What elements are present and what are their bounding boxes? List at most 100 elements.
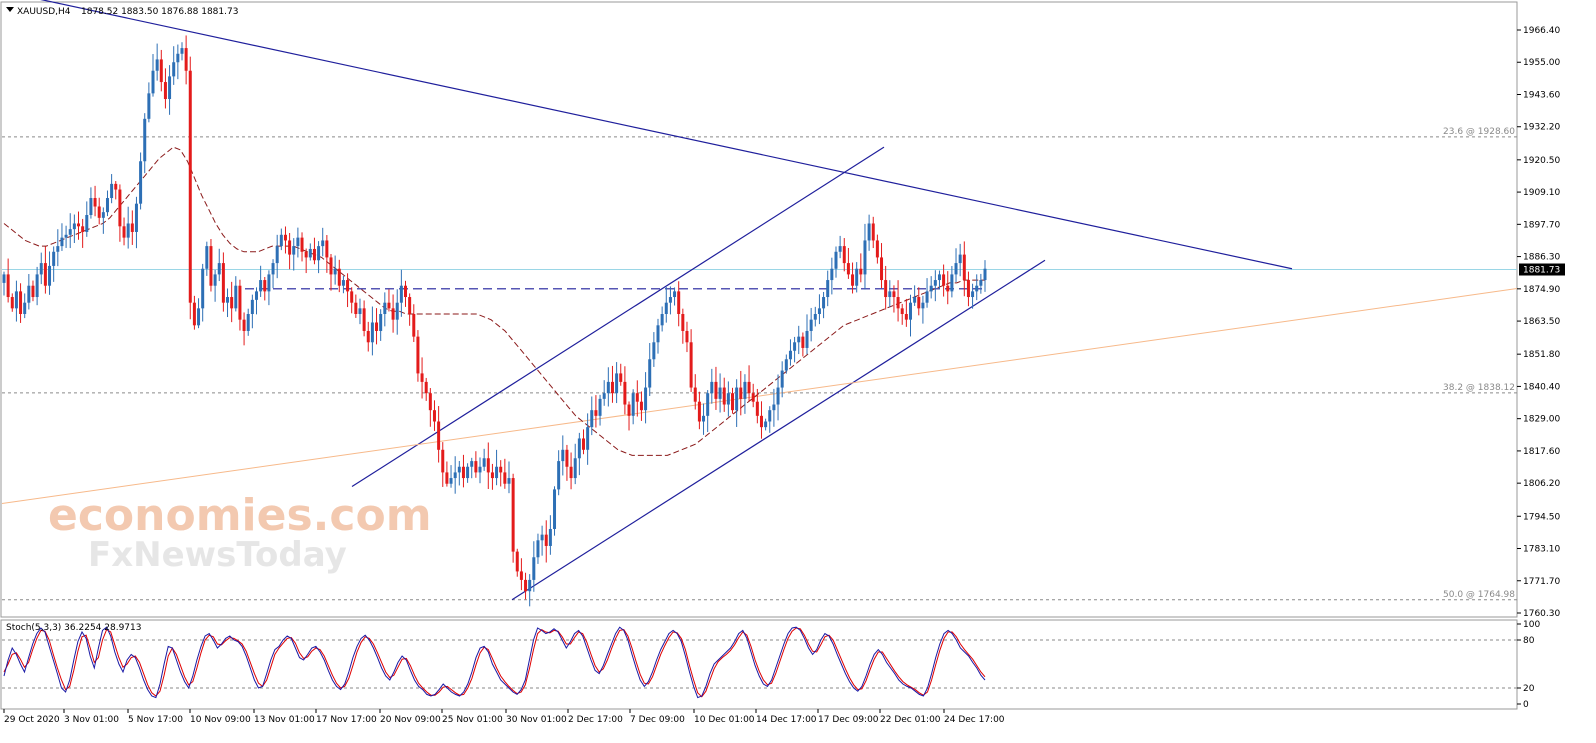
candle[interactable] <box>329 253 333 291</box>
candle[interactable] <box>913 285 917 306</box>
candle[interactable] <box>950 265 954 298</box>
candle[interactable] <box>391 294 395 333</box>
candle[interactable] <box>10 293 14 312</box>
candle[interactable] <box>685 321 689 353</box>
candle[interactable] <box>163 68 167 109</box>
candle[interactable] <box>209 239 213 292</box>
candle[interactable] <box>72 214 76 244</box>
candle[interactable] <box>478 457 482 484</box>
candle[interactable] <box>561 435 565 476</box>
candle[interactable] <box>689 329 693 392</box>
candle[interactable] <box>788 339 792 366</box>
candle[interactable] <box>983 260 987 292</box>
candle[interactable] <box>14 280 18 322</box>
candle[interactable] <box>39 252 43 285</box>
candle[interactable] <box>126 206 130 249</box>
candle[interactable] <box>242 312 246 346</box>
candle[interactable] <box>735 379 739 427</box>
candle[interactable] <box>346 273 350 308</box>
candle[interactable] <box>52 246 56 282</box>
candle[interactable] <box>772 388 776 427</box>
candle[interactable] <box>101 207 105 234</box>
candle[interactable] <box>594 395 598 428</box>
candle[interactable] <box>602 380 606 406</box>
candle[interactable] <box>842 238 846 272</box>
candle[interactable] <box>519 558 523 591</box>
candle[interactable] <box>797 325 801 355</box>
candle[interactable] <box>921 295 925 324</box>
candle[interactable] <box>693 374 697 410</box>
candle[interactable] <box>466 463 470 483</box>
candle[interactable] <box>105 190 109 217</box>
candle[interactable] <box>64 225 68 248</box>
candle[interactable] <box>432 400 436 431</box>
candle[interactable] <box>114 181 118 200</box>
candle[interactable] <box>884 265 888 310</box>
candle[interactable] <box>205 241 209 276</box>
candle[interactable] <box>830 257 834 295</box>
candle[interactable] <box>846 247 850 279</box>
candle[interactable] <box>515 548 519 577</box>
candle[interactable] <box>155 43 159 81</box>
candle[interactable] <box>764 418 768 431</box>
candle[interactable] <box>288 232 292 270</box>
candle[interactable] <box>793 336 797 363</box>
candle[interactable] <box>2 271 6 296</box>
candle[interactable] <box>598 394 602 426</box>
candle[interactable] <box>681 308 685 344</box>
candle[interactable] <box>635 380 639 417</box>
candle[interactable] <box>731 387 735 414</box>
candle[interactable] <box>482 448 486 471</box>
candle[interactable] <box>420 357 424 399</box>
candle[interactable] <box>267 270 271 306</box>
candle[interactable] <box>495 449 499 486</box>
candle[interactable] <box>875 234 879 264</box>
candle[interactable] <box>722 377 726 412</box>
candle[interactable] <box>383 292 387 327</box>
candle[interactable] <box>971 283 975 309</box>
candle[interactable] <box>917 287 921 316</box>
candle[interactable] <box>656 318 660 354</box>
candle[interactable] <box>826 270 830 307</box>
candle[interactable] <box>768 406 772 433</box>
candle[interactable] <box>822 291 826 319</box>
candle[interactable] <box>979 273 983 294</box>
candle[interactable] <box>408 293 412 326</box>
candle[interactable] <box>263 276 267 301</box>
candle[interactable] <box>739 370 743 416</box>
candle[interactable] <box>490 463 494 490</box>
candle[interactable] <box>387 289 391 312</box>
candle[interactable] <box>925 278 929 308</box>
candle[interactable] <box>254 287 258 315</box>
candle[interactable] <box>213 269 217 302</box>
candle[interactable] <box>180 42 184 61</box>
trendlines[interactable] <box>1 0 1518 601</box>
candle[interactable] <box>370 306 374 356</box>
candle[interactable] <box>250 294 254 329</box>
candle[interactable] <box>532 541 536 592</box>
candle[interactable] <box>354 294 358 318</box>
candle[interactable] <box>474 451 478 478</box>
candle[interactable] <box>851 262 855 294</box>
candle[interactable] <box>610 365 614 403</box>
candle[interactable] <box>623 366 627 415</box>
candle[interactable] <box>817 294 821 325</box>
candle[interactable] <box>747 365 751 402</box>
candle[interactable] <box>246 308 250 336</box>
candle[interactable] <box>834 246 838 278</box>
candle[interactable] <box>176 44 180 80</box>
candle[interactable] <box>341 275 345 294</box>
candle[interactable] <box>929 276 933 299</box>
candle[interactable] <box>424 377 428 401</box>
candle[interactable] <box>714 366 718 410</box>
candle[interactable] <box>172 46 176 85</box>
candle[interactable] <box>461 454 465 488</box>
candle[interactable] <box>143 113 147 174</box>
candle[interactable] <box>801 332 805 357</box>
candle[interactable] <box>697 391 701 430</box>
candle[interactable] <box>333 255 337 285</box>
candle[interactable] <box>139 152 143 210</box>
candle[interactable] <box>755 388 759 424</box>
candle[interactable] <box>507 461 511 494</box>
candle[interactable] <box>871 216 875 249</box>
